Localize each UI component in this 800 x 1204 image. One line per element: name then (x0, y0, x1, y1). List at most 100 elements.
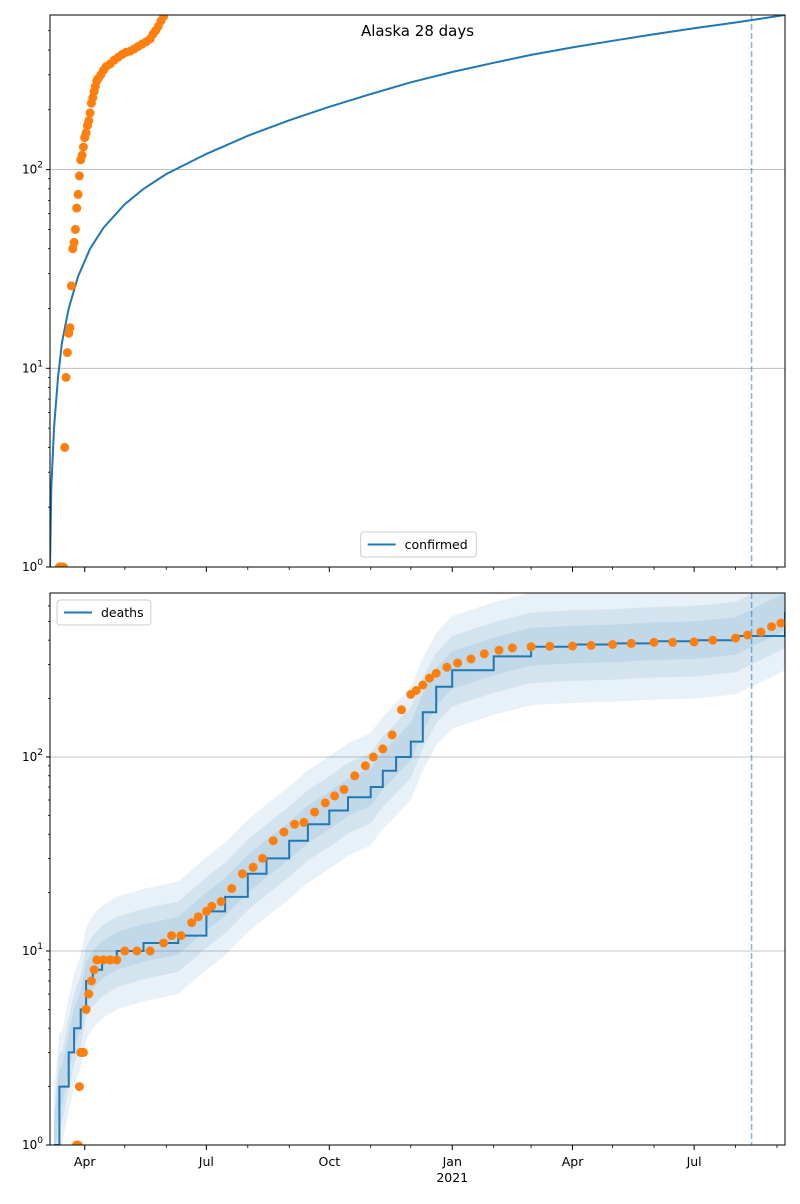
data-point (608, 640, 618, 649)
data-point (689, 637, 699, 647)
data-point (330, 791, 340, 801)
data-point (145, 946, 155, 956)
data-point (299, 817, 309, 827)
data-point (92, 955, 102, 965)
data-point (159, 938, 169, 948)
data-point (360, 761, 370, 771)
data-point (339, 785, 349, 794)
plot-area-1 (50, 15, 785, 567)
data-point (70, 224, 80, 234)
xtick-label: Jan (442, 1154, 462, 1169)
data-point (85, 108, 95, 118)
data-point (545, 641, 555, 651)
data-point (74, 171, 84, 181)
chart-title: Alaska 28 days (361, 22, 474, 40)
uncertainty-band (54, 593, 785, 1145)
data-point (167, 931, 177, 941)
ytick-label: 100 (22, 558, 43, 574)
data-point (279, 827, 289, 837)
legend-box (360, 531, 477, 558)
data-point (708, 635, 718, 645)
data-point (387, 730, 397, 740)
data-point (84, 989, 94, 999)
data-point (99, 955, 108, 965)
data-point (320, 798, 330, 808)
data-point (507, 643, 517, 653)
data-point (227, 884, 237, 893)
axes-frame (49, 592, 786, 1146)
data-point (378, 744, 388, 754)
data-point (159, 15, 169, 21)
data-point (310, 807, 320, 817)
xtick-label: Oct (318, 1154, 340, 1169)
data-point (368, 752, 378, 762)
data-point (89, 965, 99, 975)
axes-frame (49, 14, 786, 568)
data-point (649, 637, 659, 647)
data-point (73, 1140, 83, 1145)
data-point (442, 662, 452, 672)
legend-label: confirmed (405, 537, 468, 552)
data-point (397, 705, 406, 715)
data-point (207, 901, 217, 911)
uncertainty-band (54, 593, 785, 1145)
data-point (73, 189, 83, 199)
data-point (84, 116, 94, 126)
data-point (258, 853, 267, 863)
data-point (193, 912, 203, 922)
series-line-confirmed (50, 15, 785, 567)
data-point (187, 918, 197, 928)
data-point (120, 946, 130, 956)
data-point (453, 658, 463, 668)
data-point (756, 627, 766, 637)
data-point (62, 348, 72, 358)
data-point (586, 640, 596, 650)
data-point (494, 645, 504, 655)
data-point (60, 442, 70, 452)
data-point (431, 668, 441, 678)
data-point (78, 142, 88, 152)
data-point (216, 897, 226, 906)
uncertainty-band (54, 593, 785, 1145)
data-point (65, 323, 75, 333)
data-point (164, 15, 168, 16)
data-point (668, 637, 678, 647)
data-point (61, 372, 71, 382)
data-point (626, 638, 636, 648)
legend: deaths (56, 599, 152, 626)
legend-label: deaths (101, 605, 144, 620)
data-point (466, 654, 476, 664)
data-point (418, 680, 428, 690)
xtick-label: Apr (74, 1154, 96, 1169)
data-point (743, 630, 753, 640)
data-point (58, 562, 68, 567)
data-point (132, 946, 142, 956)
data-point (350, 771, 360, 781)
xtick-label: Apr (562, 1154, 584, 1169)
data-point (81, 128, 91, 138)
data-point (74, 1082, 84, 1092)
legend-box (56, 599, 152, 626)
ytick-label: 100 (22, 1136, 43, 1152)
ytick-label: 102 (22, 748, 43, 764)
data-point (66, 281, 76, 291)
data-point (411, 686, 421, 695)
xtick-label: Jul (686, 1154, 702, 1169)
data-point (248, 862, 258, 872)
data-point (69, 237, 79, 247)
ytick-label: 102 (22, 161, 43, 177)
data-point (72, 203, 82, 213)
data-point (77, 150, 87, 160)
data-point (568, 641, 577, 651)
xtick-label: Jul (198, 1154, 214, 1169)
data-point (112, 955, 122, 965)
data-point (237, 869, 247, 879)
data-point (81, 1004, 91, 1014)
data-point (526, 642, 536, 652)
data-point (290, 819, 300, 829)
ytick-label: 101 (22, 359, 43, 375)
data-point (776, 618, 785, 628)
data-point (731, 633, 741, 643)
